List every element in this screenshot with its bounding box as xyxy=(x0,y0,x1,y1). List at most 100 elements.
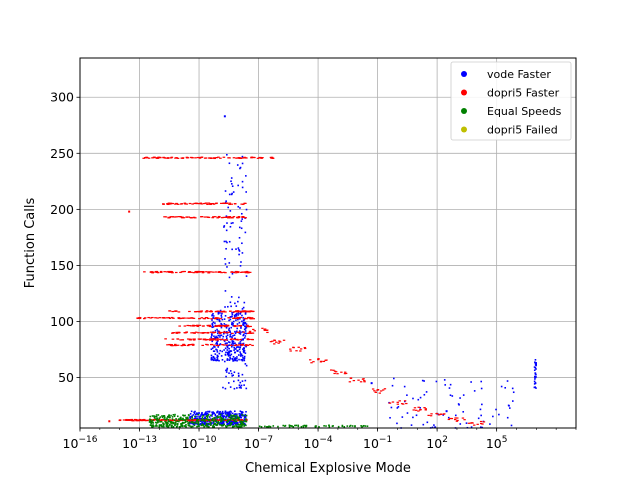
dopri5-faster-point xyxy=(191,203,194,205)
equal-speeds-point xyxy=(230,414,232,417)
equal-speeds-point xyxy=(155,414,158,416)
vode-faster-point xyxy=(239,333,242,335)
dopri5-faster-point xyxy=(246,324,249,326)
vode-faster-point xyxy=(234,413,237,415)
vode-faster-point xyxy=(506,416,509,419)
dopri5-faster-point xyxy=(239,419,243,421)
vode-faster-point xyxy=(242,342,244,345)
dopri5-faster-point xyxy=(158,317,162,319)
dopri5-faster-point xyxy=(168,419,172,422)
dopri5-faster-point xyxy=(246,325,249,328)
equal-speeds-point xyxy=(165,425,168,428)
dopri5-faster-point xyxy=(232,311,236,313)
dopri5-faster-point xyxy=(151,271,155,273)
vode-faster-point xyxy=(212,315,215,317)
vode-faster-point xyxy=(245,323,248,325)
dopri5-faster-point xyxy=(251,332,254,334)
vode-faster-point xyxy=(238,342,240,345)
vode-faster-point xyxy=(223,323,226,325)
dopri5-faster-point xyxy=(378,392,381,394)
dopri5-faster-point xyxy=(142,419,146,421)
equal-speeds-point xyxy=(267,426,269,428)
equal-speeds-point xyxy=(214,422,216,425)
dopri5-faster-point xyxy=(167,270,170,273)
equal-speeds-point xyxy=(243,414,246,417)
equal-speeds-point xyxy=(167,426,170,428)
vode-faster-point xyxy=(207,423,209,426)
equal-speeds-point xyxy=(245,414,248,417)
equal-speeds-point xyxy=(157,420,159,422)
vode-faster-point xyxy=(233,422,236,425)
equal-speeds-point xyxy=(220,417,222,419)
vode-faster-point xyxy=(237,372,240,375)
vode-faster-point xyxy=(217,313,220,315)
vode-faster-point xyxy=(225,351,227,354)
vode-faster-point xyxy=(533,386,536,389)
vode-faster-point xyxy=(228,412,230,415)
vode-faster-point xyxy=(240,358,243,361)
dopri5-faster-point xyxy=(418,409,422,411)
vode-faster-point xyxy=(228,262,231,264)
dopri5-faster-point xyxy=(185,331,188,334)
vode-faster-point xyxy=(244,332,246,335)
dopri5-faster-point xyxy=(209,310,213,312)
equal-speeds-point xyxy=(166,421,169,424)
vode-faster-point xyxy=(226,334,229,337)
vode-faster-point xyxy=(211,347,214,349)
dopri5-faster-point xyxy=(175,332,179,334)
dopri5-faster-point xyxy=(195,310,199,313)
vode-faster-point xyxy=(240,220,243,222)
vode-faster-point xyxy=(396,407,399,409)
dopri5-faster-point xyxy=(223,331,226,333)
vode-faster-point xyxy=(498,413,500,416)
dopri5-faster-point xyxy=(225,339,228,341)
dopri5-faster-point xyxy=(184,203,187,205)
vode-faster-point xyxy=(225,327,228,329)
vode-faster-point xyxy=(199,423,201,426)
vode-faster-point xyxy=(238,236,241,239)
vode-faster-point xyxy=(391,384,394,387)
dopri5-faster-point xyxy=(217,271,221,273)
vode-faster-point xyxy=(241,252,244,254)
dopri5-faster-point xyxy=(179,271,182,274)
equal-speeds-point xyxy=(205,424,207,427)
dopri5-faster-point xyxy=(174,203,177,205)
vode-faster-point xyxy=(234,337,236,340)
dopri5-faster-point xyxy=(156,271,159,273)
plot-frame xyxy=(79,57,577,429)
vode-faster-point xyxy=(242,333,245,336)
dopri5-faster-point xyxy=(198,318,201,320)
vode-faster-point xyxy=(228,354,230,356)
vode-faster-point xyxy=(237,314,240,316)
dopri5-faster-point xyxy=(205,271,208,273)
vode-faster-point xyxy=(216,332,219,334)
vode-faster-point xyxy=(244,327,247,330)
vode-faster-point xyxy=(507,404,510,407)
dopri5-faster-point xyxy=(163,216,166,218)
vode-faster-point xyxy=(240,331,242,334)
equal-speeds-point xyxy=(288,424,291,427)
dopri5-faster-point xyxy=(159,270,163,273)
dopri5-faster-point xyxy=(252,318,255,320)
equal-speeds-point xyxy=(241,413,243,416)
vode-faster-point xyxy=(220,314,223,317)
dopri5-faster-point xyxy=(295,350,298,352)
dopri5-faster-point xyxy=(183,325,187,327)
vode-faster-point xyxy=(199,422,202,425)
equal-speeds-point xyxy=(175,418,177,420)
equal-speeds-point xyxy=(228,424,230,427)
equal-speeds-point xyxy=(174,424,176,427)
vode-faster-point xyxy=(215,359,217,361)
vode-faster-point xyxy=(194,418,197,420)
dopri5-faster-point xyxy=(292,346,295,348)
dopri5-faster-point xyxy=(237,419,240,421)
equal-speeds-point xyxy=(284,424,287,427)
dopri5-faster-point xyxy=(164,216,168,218)
equal-speeds-point xyxy=(176,415,179,418)
dopri5-faster-point xyxy=(481,423,484,425)
dopri5-faster-point xyxy=(186,338,190,340)
equal-speeds-point xyxy=(239,425,241,428)
dopri5-faster-point xyxy=(270,157,273,159)
vode-faster-point xyxy=(412,397,414,400)
vode-faster-point xyxy=(239,313,242,315)
